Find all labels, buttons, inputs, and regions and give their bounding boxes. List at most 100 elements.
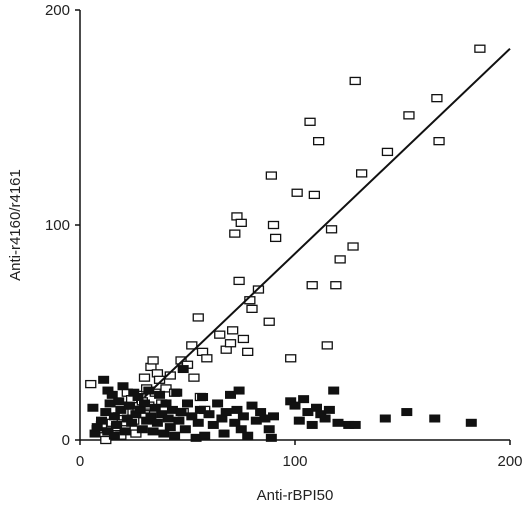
filled-square-point	[237, 412, 249, 421]
filled-square-point	[98, 375, 110, 384]
filled-square-point	[123, 401, 135, 410]
filled-square-point	[117, 382, 129, 391]
open-square-point	[312, 136, 325, 146]
filled-square-point	[145, 412, 157, 421]
open-square-point	[147, 356, 159, 365]
open-square-point	[233, 276, 245, 286]
open-square-points	[85, 44, 486, 445]
open-square-point	[85, 379, 97, 389]
filled-square-point	[207, 420, 219, 429]
open-square-point	[325, 225, 338, 234]
filled-square-point	[100, 408, 112, 417]
open-square-point	[267, 220, 280, 230]
filled-square-point	[108, 412, 120, 421]
filled-square-point	[111, 420, 123, 429]
y-axis-title: Anti-r4160/r4161	[7, 169, 24, 281]
open-square-point	[246, 304, 258, 314]
x-tick-label: 100	[282, 453, 307, 470]
filled-square-point	[132, 393, 144, 401]
open-square-point	[291, 188, 303, 197]
filled-square-point	[164, 423, 176, 432]
open-square-point	[226, 326, 239, 335]
filled-square-point	[265, 433, 277, 442]
filled-square-point	[108, 431, 120, 440]
filled-square-point	[113, 397, 125, 406]
filled-square-point	[115, 405, 127, 414]
open-square-point	[235, 218, 247, 228]
filled-square-point	[156, 410, 168, 419]
filled-square-point	[160, 399, 172, 408]
open-square-point	[306, 281, 318, 290]
filled-square-point	[197, 393, 209, 401]
open-square-point	[433, 136, 445, 146]
open-square-point	[237, 334, 250, 344]
x-tick-label: 200	[497, 453, 522, 470]
filled-square-point	[429, 414, 441, 423]
filled-square-point	[162, 414, 174, 423]
filled-square-point	[328, 386, 340, 395]
filled-square-point	[194, 405, 206, 414]
open-square-point	[201, 354, 213, 363]
open-square-point	[224, 339, 237, 348]
y-tick-label: 200	[45, 2, 70, 19]
y-ticks: 0 100 200	[45, 2, 80, 449]
regression-line	[143, 47, 511, 398]
filled-square-point	[218, 429, 230, 438]
filled-square-point	[332, 418, 344, 427]
open-square-point	[130, 429, 142, 438]
filled-square-point	[231, 405, 243, 414]
filled-square-point	[147, 427, 159, 436]
filled-square-point	[151, 418, 163, 427]
y-tick-label: 0	[62, 432, 70, 449]
open-square-point	[214, 330, 226, 339]
open-square-point	[474, 44, 486, 53]
x-axis-title: Anti-rBPI50	[257, 487, 334, 504]
filled-square-point	[102, 427, 114, 436]
x-tick-label: 0	[76, 453, 84, 470]
filled-square-point	[158, 429, 170, 438]
filled-square-point	[225, 390, 236, 399]
x-ticks: 0 100 200	[76, 440, 523, 470]
open-square-point	[242, 347, 254, 357]
filled-square-point	[306, 420, 318, 429]
filled-square-point	[379, 414, 391, 423]
open-square-point	[431, 94, 443, 103]
open-square-point	[308, 190, 321, 200]
filled-square-point	[126, 418, 138, 427]
filled-square-point	[96, 416, 107, 425]
filled-square-point	[136, 425, 148, 434]
open-square-point	[403, 111, 415, 120]
open-square-point	[321, 341, 333, 350]
filled-square-point	[175, 408, 187, 417]
filled-square-point	[199, 431, 211, 440]
filled-square-point	[289, 401, 301, 410]
open-square-point	[334, 255, 346, 264]
filled-square-point	[246, 401, 258, 410]
filled-square-point	[179, 425, 191, 434]
filled-square-point	[293, 416, 305, 425]
filled-square-point	[106, 390, 118, 399]
filled-square-point	[298, 395, 310, 404]
open-square-point	[188, 373, 200, 382]
filled-square-point	[268, 412, 279, 421]
open-square-point	[229, 229, 241, 238]
open-square-point	[269, 233, 282, 243]
open-square-point	[265, 171, 278, 180]
filled-square-point	[235, 425, 247, 434]
filled-square-point	[319, 414, 331, 423]
open-square-point	[347, 242, 359, 251]
open-square-point	[263, 317, 275, 326]
filled-square-point	[169, 431, 181, 440]
open-square-point	[304, 117, 316, 126]
open-square-point	[355, 169, 368, 178]
open-square-point	[138, 373, 151, 382]
filled-square-points	[87, 365, 477, 442]
open-square-point	[381, 147, 394, 157]
open-square-point	[160, 384, 172, 393]
open-square-point	[175, 356, 187, 365]
filled-square-point	[233, 386, 245, 395]
y-tick-label: 100	[45, 217, 70, 234]
filled-square-point	[173, 416, 185, 425]
filled-square-point	[203, 410, 215, 419]
filled-square-point	[149, 403, 161, 412]
